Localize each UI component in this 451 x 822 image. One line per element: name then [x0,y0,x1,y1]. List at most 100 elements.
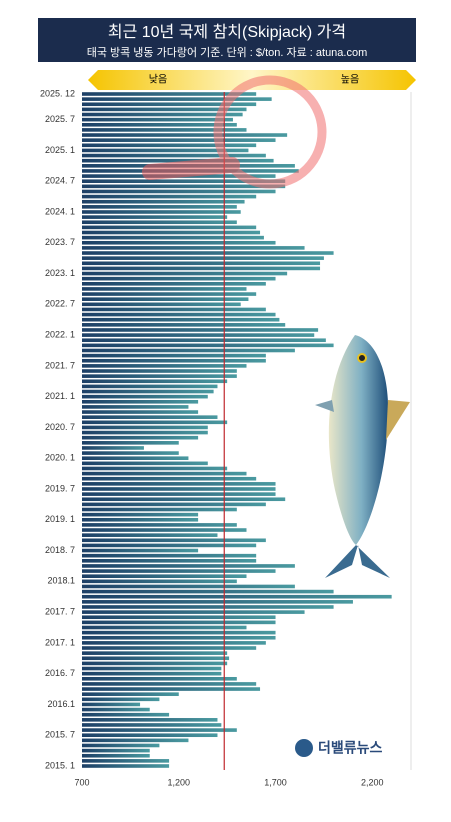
bar [82,358,266,363]
bar [82,687,261,691]
bar [82,743,160,748]
bar [82,364,247,368]
bar [82,415,218,419]
bar [82,369,237,373]
bar [82,235,264,240]
bar [82,548,199,553]
bar [82,738,189,743]
bar [82,451,179,455]
bar [82,482,276,486]
bar [82,502,266,507]
bar [82,230,261,235]
y-tick-label: 2023. 7 [45,237,75,247]
bar [82,312,276,317]
bar [82,753,150,758]
bar [82,461,208,466]
bar [82,333,315,337]
y-tick-label: 2015. 1 [45,760,75,770]
bar [82,97,272,101]
bar [82,251,334,255]
x-tick-label: 1,700 [264,777,287,787]
bar [82,656,230,661]
bar [82,620,276,625]
bar [82,471,247,476]
bar [82,641,266,645]
title: 최근 10년 국제 참치(Skipjack) 가격 [108,23,346,41]
bar [82,764,170,768]
bar [82,215,228,219]
y-tick-label: 2021. 1 [45,391,75,401]
bar [82,148,249,153]
bar [82,194,257,199]
bar [82,538,266,543]
bar [82,559,257,563]
bar [82,651,228,655]
bar [82,553,257,558]
bar [82,287,247,291]
bar [82,271,288,276]
bar [82,420,228,425]
bar [82,256,324,260]
bar [82,584,295,589]
y-tick-label: 2016. 7 [45,668,75,678]
bar [82,682,257,686]
x-tick-label: 1,200 [167,777,190,787]
bar [82,692,179,696]
bar [82,117,233,122]
bar [82,210,241,214]
bar [82,589,334,594]
bar [82,523,237,527]
bar [82,179,286,184]
bar [82,184,286,189]
bar [82,630,276,635]
y-tick-label: 2017. 7 [45,606,75,616]
bar [82,635,276,640]
bar [82,564,295,568]
bar [82,487,276,491]
bar [82,625,247,630]
bar [82,122,237,127]
bar [82,246,305,250]
logo-text: 더밸류뉴스 [318,740,383,756]
bar [82,133,288,137]
bar [82,302,241,307]
bar [82,143,257,148]
bar [82,574,247,578]
bar [82,307,266,312]
bar [82,733,218,738]
bar [82,615,276,620]
bar [82,512,199,517]
bar [82,348,295,353]
y-tick-label: 2015. 7 [45,730,75,740]
y-tick-label: 2018.1 [47,576,75,586]
bar [82,579,237,584]
bar [82,107,247,112]
bar [82,466,228,471]
y-tick-label: 2022. 7 [45,299,75,309]
bar [82,158,274,163]
bar [82,759,170,763]
bar [82,374,237,378]
bar [82,102,257,107]
bar [82,276,276,281]
bar [82,676,237,681]
y-tick-label: 2025. 7 [45,114,75,124]
bar [82,543,257,548]
bar [82,379,228,384]
bar [82,317,280,322]
bar [82,225,257,230]
bar [82,718,218,722]
bar [82,661,228,666]
bar [82,240,276,245]
bar [82,707,150,712]
bar [82,517,199,522]
bar [82,497,286,502]
y-tick-label: 2025. 12 [40,88,75,98]
y-tick-label: 2021. 7 [45,360,75,370]
bar [82,189,276,194]
x-tick-label: 700 [74,777,89,787]
bar [82,430,208,435]
y-tick-label: 2019. 1 [45,514,75,524]
y-tick-label: 2018. 7 [45,545,75,555]
